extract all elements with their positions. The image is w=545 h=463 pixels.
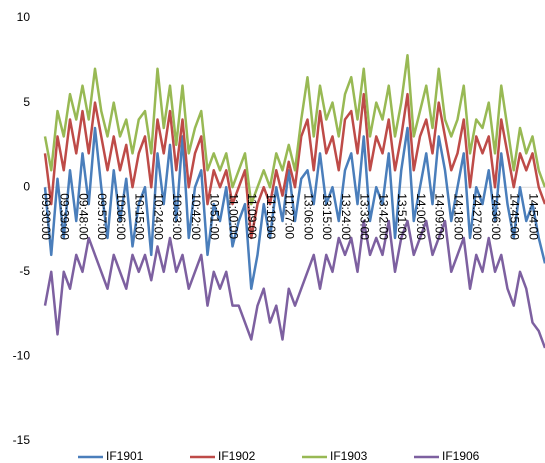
- x-tick-label: 10:24:00: [151, 193, 165, 240]
- x-tick-label: 10:51:00: [208, 193, 222, 240]
- legend-label: IF1903: [330, 449, 368, 463]
- x-tick-label: 10:15:00: [133, 193, 147, 240]
- y-tick-label: -10: [13, 349, 31, 363]
- series-line: [43, 219, 545, 349]
- series-line: [43, 126, 545, 290]
- x-tick-label: 14:00:00: [414, 193, 428, 240]
- x-tick-label: 14:27:00: [470, 193, 484, 240]
- y-tick-label: -15: [13, 433, 31, 447]
- legend-label: IF1901: [106, 449, 144, 463]
- series-line: [43, 92, 545, 240]
- x-tick-label: 11:00:00: [226, 193, 240, 239]
- x-tick-label: 09:39:00: [58, 193, 72, 240]
- x-tick-label: 13:24:00: [339, 193, 353, 240]
- x-tick-label: 13:42:00: [376, 193, 390, 240]
- x-tick-label: 11:09:00: [245, 193, 259, 239]
- y-tick-label: 10: [17, 10, 31, 24]
- x-tick-label: 13:06:00: [301, 193, 315, 240]
- x-tick-label: 13:51:00: [395, 193, 409, 240]
- x-tick-label: 09:57:00: [95, 193, 109, 240]
- x-tick-label: 14:45:00: [508, 193, 522, 240]
- x-tick-label: 13:15:00: [320, 193, 334, 240]
- x-tick-label: 14:54:00: [526, 193, 540, 240]
- y-tick-label: 5: [23, 95, 30, 109]
- x-tick-label: 10:06:00: [114, 193, 128, 240]
- legend-label: IF1902: [218, 449, 256, 463]
- x-tick-label: 14:18:00: [451, 193, 465, 240]
- series-line: [43, 53, 545, 206]
- x-tick-label: 14:36:00: [489, 193, 503, 240]
- x-tick-label: 10:33:00: [170, 193, 184, 240]
- x-tick-label: 11:18:00: [264, 193, 278, 239]
- y-tick-label: -5: [19, 264, 30, 278]
- x-tick-label: 10:42:00: [189, 193, 203, 240]
- x-tick-label: 13:33:00: [358, 193, 372, 240]
- x-tick-label: 09:48:00: [76, 193, 90, 240]
- legend-label: IF1906: [442, 449, 480, 463]
- x-tick-label: 14:09:00: [433, 193, 447, 240]
- x-tick-label: 11:27:00: [283, 193, 297, 239]
- x-tick-label: 09:30:00: [39, 193, 53, 240]
- y-tick-label: 0: [23, 179, 30, 193]
